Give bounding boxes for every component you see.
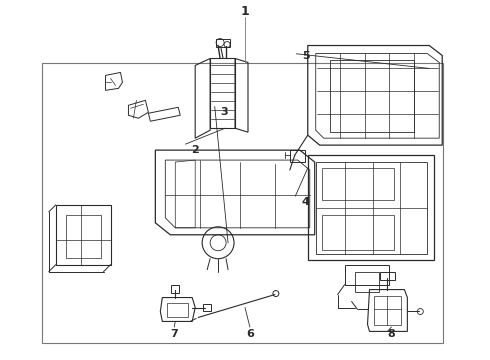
Text: 1: 1 — [241, 5, 249, 18]
Text: 6: 6 — [246, 329, 254, 339]
Text: 3: 3 — [220, 107, 228, 117]
Bar — [216, 39, 230, 46]
Text: 8: 8 — [388, 329, 395, 339]
Text: 4: 4 — [301, 197, 309, 207]
Text: 5: 5 — [302, 51, 310, 61]
Text: 7: 7 — [171, 329, 178, 339]
Text: 2: 2 — [191, 144, 199, 154]
Bar — [172, 285, 179, 293]
Bar — [43, 63, 442, 343]
Bar — [203, 303, 211, 311]
